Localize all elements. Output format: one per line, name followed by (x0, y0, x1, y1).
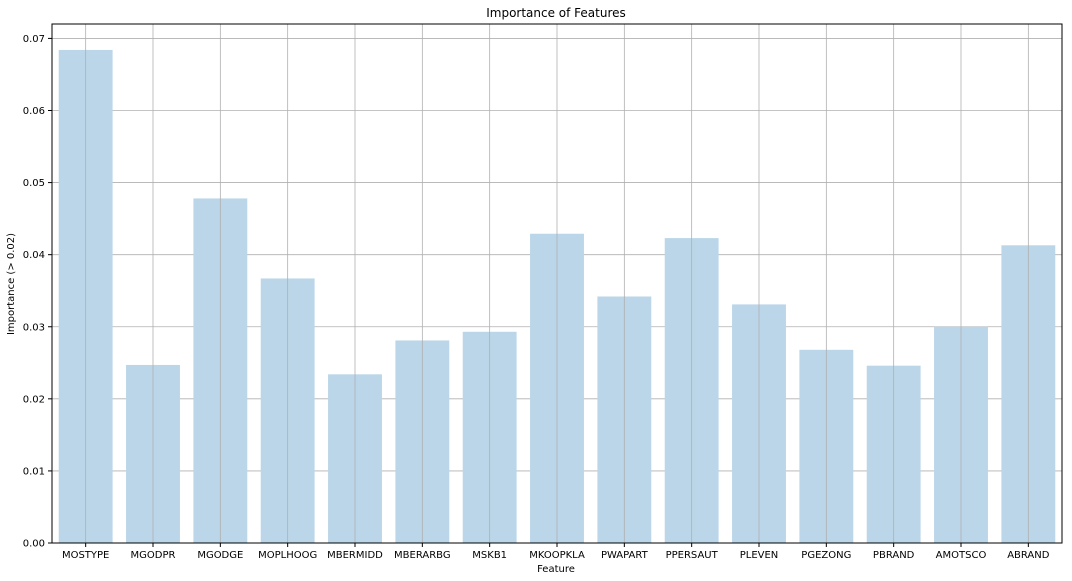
y-tick-label: 0.01 (23, 466, 45, 477)
x-axis-label: Feature (537, 564, 575, 575)
y-tick-label: 0.04 (23, 250, 45, 261)
x-tick-label: PLEVEN (740, 550, 779, 561)
chart-title: Importance of Features (486, 6, 626, 20)
y-axis-label: Importance (> 0.02) (6, 233, 17, 335)
x-tick-label: PGEZONG (801, 550, 851, 561)
y-tick-label: 0.05 (23, 178, 45, 189)
y-tick-label: 0.07 (23, 34, 45, 45)
y-ticks: 0.00 0.01 0.02 0.03 0.04 0.05 0.06 0.07 (23, 34, 52, 550)
x-tick-label: MBERARBG (394, 550, 451, 561)
y-tick-label: 0.06 (23, 106, 45, 117)
x-tick-label: ABRAND (1007, 550, 1050, 561)
x-tick-label: MKOOPKLA (529, 550, 585, 561)
y-tick-label: 0.02 (23, 394, 45, 405)
x-tick-label: MOSTYPE (62, 550, 109, 561)
x-tick-label: MGODPR (131, 550, 176, 561)
x-tick-label: AMOTSCO (936, 550, 987, 561)
x-tick-label: MOPLHOOG (258, 550, 317, 561)
x-tick-label: MGODGE (197, 550, 243, 561)
x-tick-label: MSKB1 (472, 550, 507, 561)
x-tick-label: PPERSAUT (666, 550, 719, 561)
x-tick-label: PWAPART (601, 550, 649, 561)
x-tick-label: PBRAND (873, 550, 915, 561)
y-tick-label: 0.00 (23, 539, 45, 550)
vertical-grid-lines (85, 24, 1029, 543)
x-ticks: MOSTYPE MGODPR MGODGE MOPLHOOG MBERMIDD MBERA… (62, 543, 1050, 561)
x-tick-label: MBERMIDD (327, 550, 383, 561)
y-tick-label: 0.03 (23, 322, 45, 333)
